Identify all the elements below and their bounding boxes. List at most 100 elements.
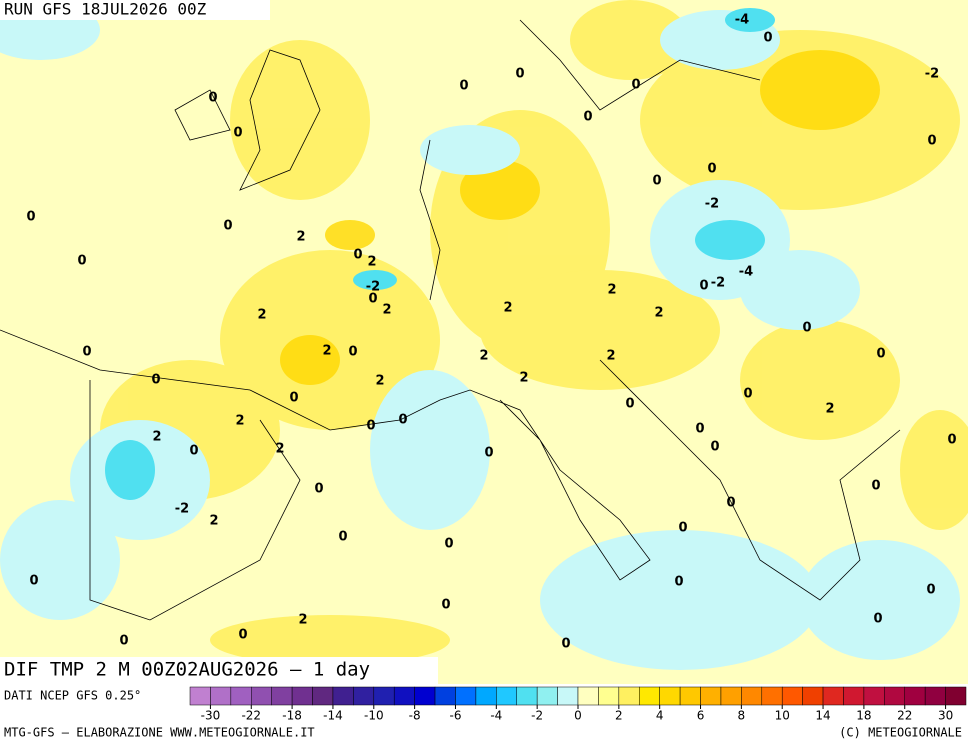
contour-label: 2 [298,613,307,628]
tick-label: -2 [531,709,543,723]
color-swatch [189,686,211,706]
tick-label: -30 [201,709,221,723]
color-swatch [822,686,844,706]
contour-label: 0 [631,78,640,93]
contour-label: 0 [625,397,634,412]
tick-label: 10 [775,709,790,723]
contour-label: 0 [802,321,811,336]
contour-label: 0 [726,496,735,511]
contour-label: 0 [926,583,935,598]
color-swatch [557,686,579,706]
color-swatch [393,686,415,706]
contour-label: 0 [947,433,956,448]
contour-label: 2 [275,442,284,457]
color-swatch [577,686,599,706]
contour-label: 0 [695,422,704,437]
contour-label: 0 [208,91,217,106]
contour-label: 0 [233,126,242,141]
run-label: RUN GFS 18JUL2026 00Z [4,0,207,19]
contour-label: 0 [871,479,880,494]
copyright: (C) METEOGIORNALE [839,726,962,740]
contour-label: 0 [927,134,936,149]
color-swatch [741,686,763,706]
tick-label: 8 [738,709,746,723]
contour-label: 0 [77,254,86,269]
color-swatch [945,686,967,706]
contour-label: 0 [561,637,570,652]
color-swatch [618,686,640,706]
tick-label: 14 [815,709,830,723]
tick-label: -18 [282,709,302,723]
contour-label: 0 [876,347,885,362]
coastlines [0,19,901,621]
tick-label: 4 [656,709,664,723]
contour-label: 0 [348,345,357,360]
contour-label: 0 [441,598,450,613]
color-swatch [291,686,313,706]
contour-label: 0 [151,373,160,388]
map-title: DIF TMP 2 M 00Z02AUG2026 — 1 day [4,659,370,681]
hot-areas [280,50,880,385]
contour-label: 0 [515,67,524,82]
contour-label: 2 [322,344,331,359]
contour-label: 2 [235,414,244,429]
contour-label: 0 [743,387,752,402]
contour-label: 2 [825,402,834,417]
color-swatch [312,686,334,706]
contour-label: 0 [710,440,719,455]
credit: MTG-GFS — ELABORAZIONE WWW.METEOGIORNALE… [4,726,315,740]
tick-label: 0 [574,709,582,723]
color-swatch [516,686,538,706]
contour-label: 0 [26,210,35,225]
contour-label: 2 [375,374,384,389]
color-swatch [884,686,905,706]
color-swatch [659,686,681,706]
tick-label: 6 [697,709,705,723]
contour-label: 0 [368,292,377,307]
color-swatch [536,686,558,706]
color-swatch [904,686,926,706]
contour-label: 2 [479,349,488,364]
contour-label: 0 [189,444,198,459]
color-swatch [251,686,272,706]
data-source: DATI NCEP GFS 0.25° [4,689,141,703]
contour-label: -2 [175,502,189,517]
contour-label: 0 [707,162,716,177]
contour-label: 0 [674,575,683,590]
color-swatch [496,686,517,706]
contour-label: -4 [735,13,749,28]
color-swatch [700,686,722,706]
tick-label: 18 [856,709,871,723]
color-swatch [271,686,293,706]
color-swatch [373,686,395,706]
contour-label: 0 [652,174,661,189]
header-box [0,0,270,20]
contour-label: 0 [398,413,407,428]
contour-label: 0 [29,574,38,589]
color-swatch [414,686,436,706]
contour-label: 0 [353,248,362,263]
color-swatch [802,686,824,706]
color-swatch [863,686,885,706]
color-swatch [230,686,252,706]
color-swatch [475,686,497,706]
contour-label: -2 [925,67,939,82]
contour-label: 2 [654,306,663,321]
color-swatch [332,686,354,706]
color-swatch [679,686,701,706]
contour-label: -2 [366,280,380,295]
contour-label: 0 [678,521,687,536]
contour-label: -2 [711,276,725,291]
color-swatch [434,686,456,706]
tick-label: -6 [449,709,461,723]
tick-label: 22 [897,709,912,723]
color-bar: -30 -22 -18 -14 -10 -8 -6 -4 -2 0 2 4 6 8 10 14 18 22 30 [189,686,967,723]
tick-label: 2 [615,709,623,723]
tick-label: -4 [490,709,502,723]
contour-label: 0 [444,537,453,552]
contour-label: 0 [82,345,91,360]
color-swatch [761,686,783,706]
tick-label: 30 [938,709,953,723]
